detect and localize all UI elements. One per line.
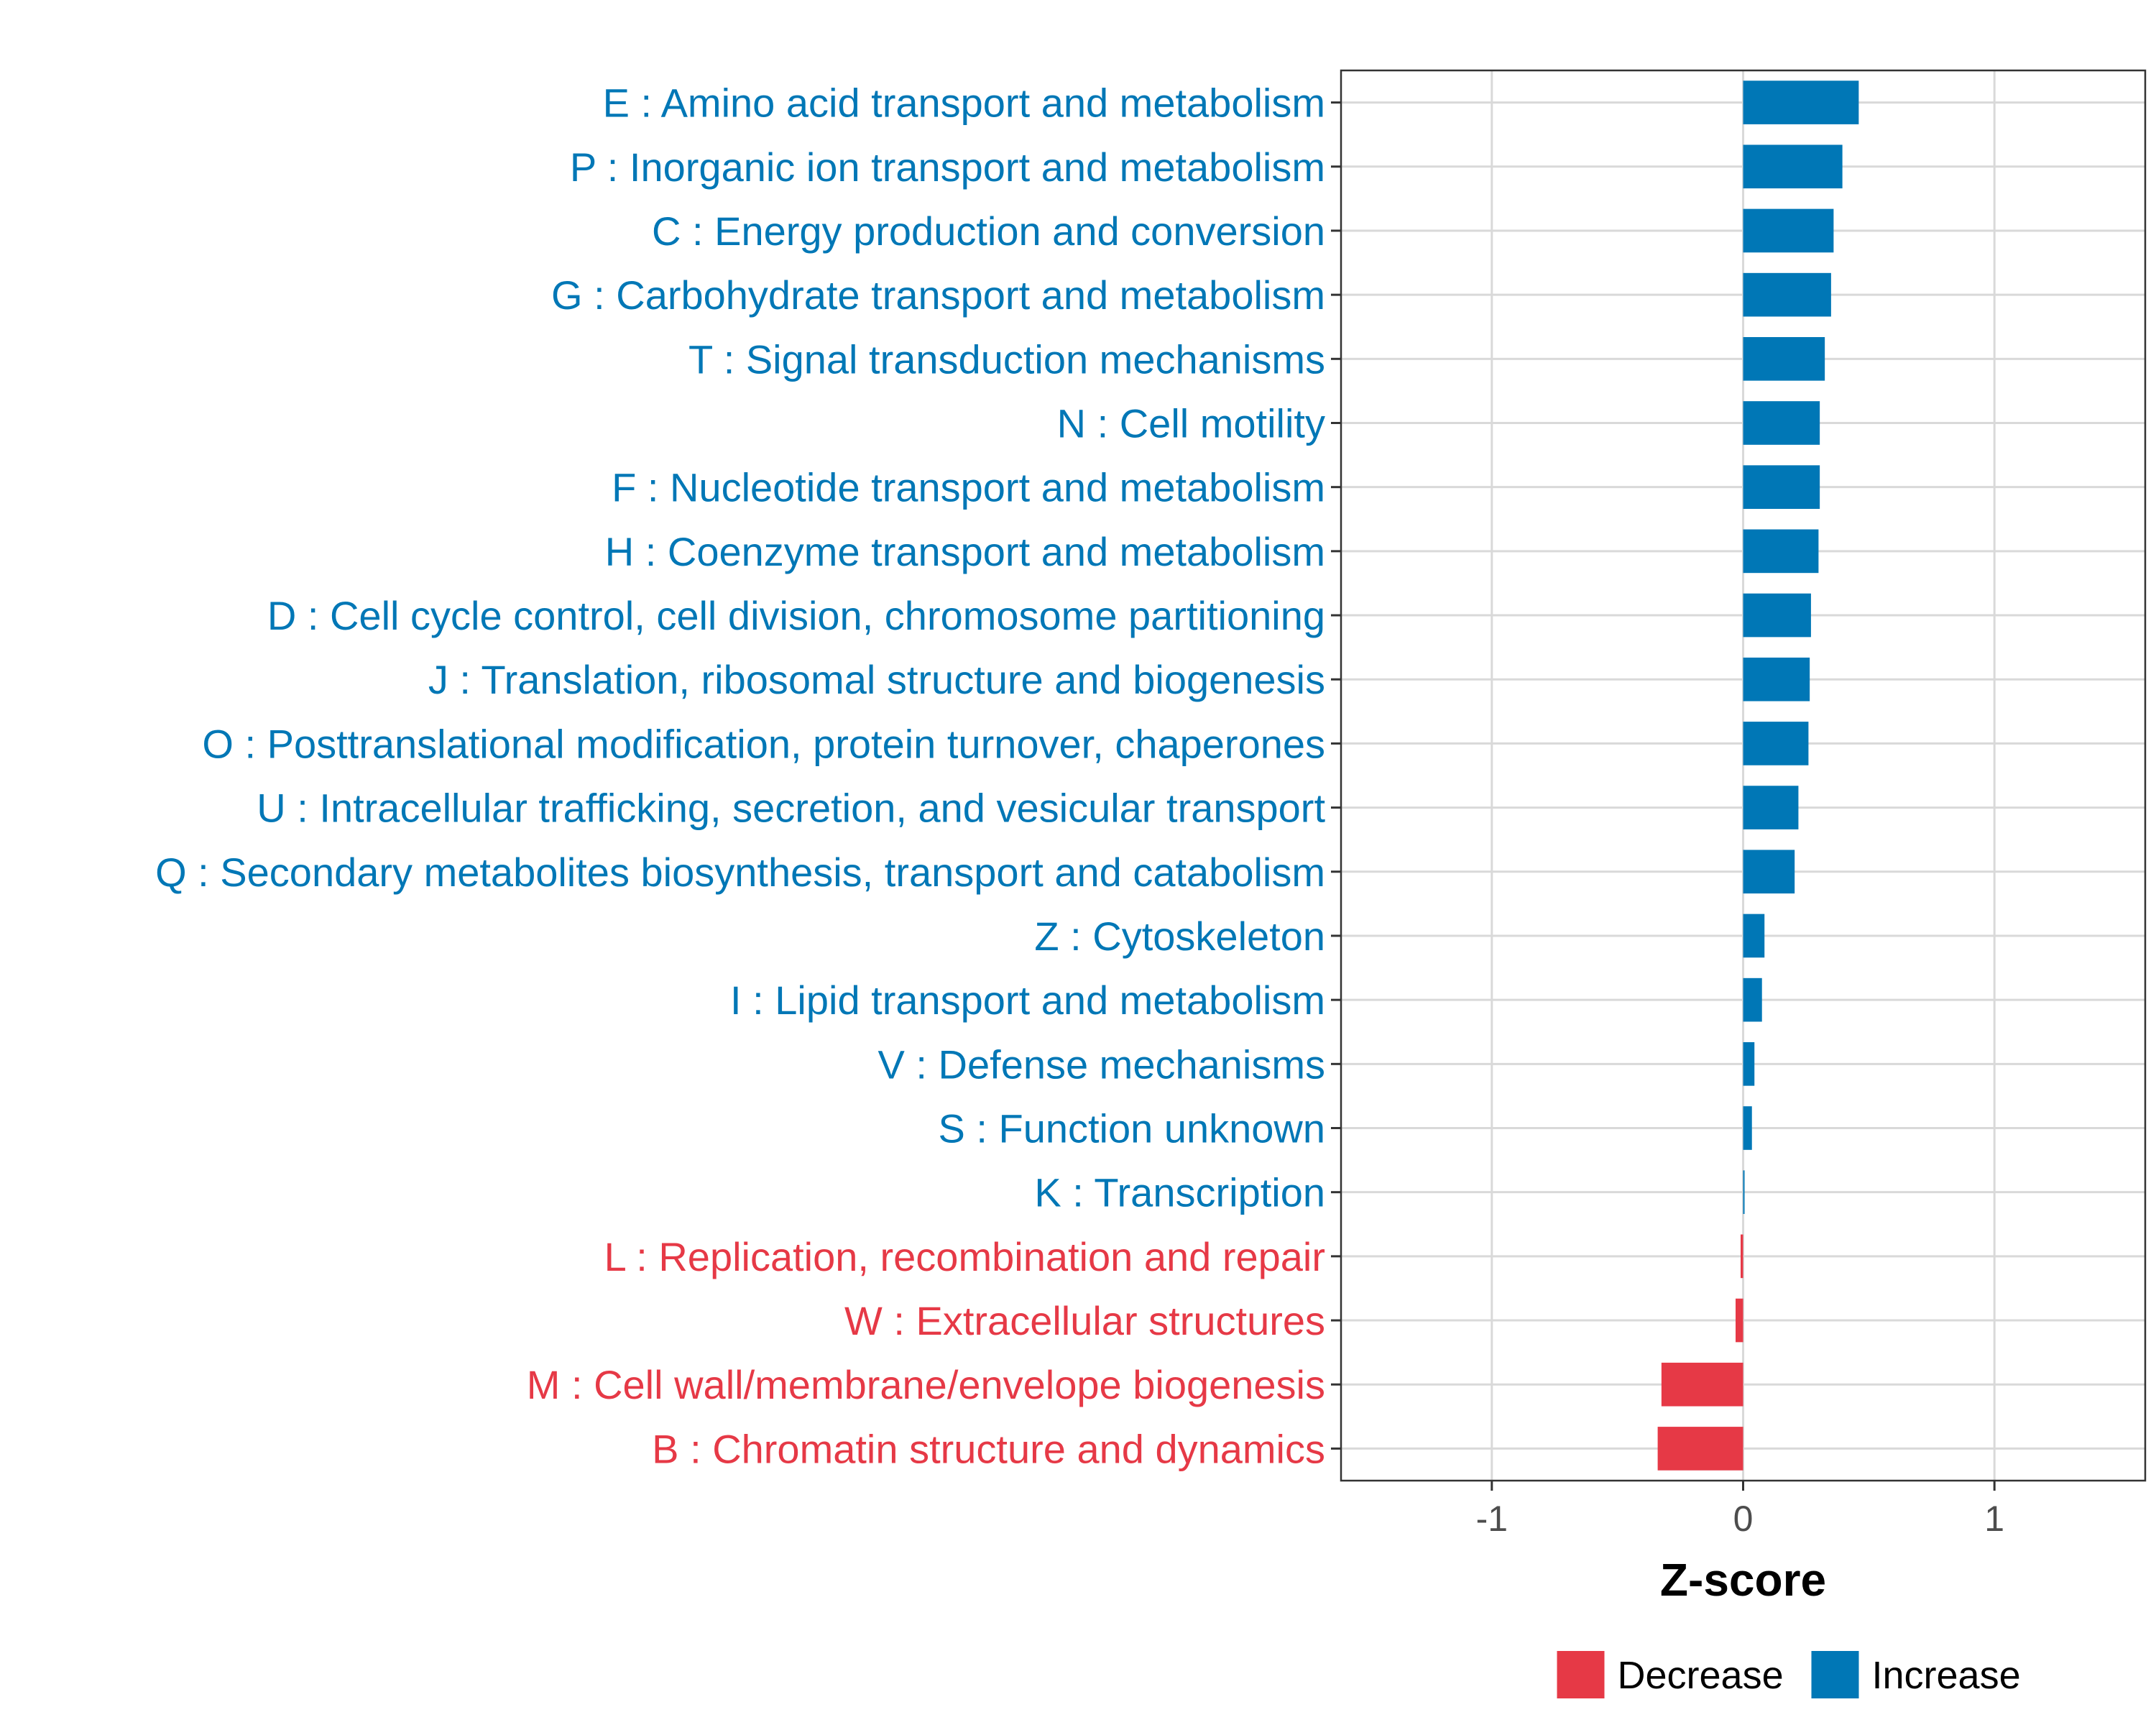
category-label: W : Extracellular structures <box>844 1298 1325 1343</box>
category-label: Q : Secondary metabolites biosynthesis, … <box>155 850 1325 895</box>
category-label: H : Coenzyme transport and metabolism <box>605 529 1325 574</box>
bar <box>1657 1427 1743 1471</box>
bar <box>1743 593 1811 638</box>
legend-label-increase: Increase <box>1872 1654 2021 1697</box>
category-label: K : Transcription <box>1034 1170 1325 1215</box>
bar <box>1661 1362 1743 1407</box>
bar <box>1743 914 1765 958</box>
bar <box>1743 1041 1755 1086</box>
category-label: P : Inorganic ion transport and metaboli… <box>570 144 1325 190</box>
category-label: L : Replication, recombination and repai… <box>604 1234 1325 1279</box>
category-label: T : Signal transduction mechanisms <box>688 336 1325 382</box>
category-label: E : Amino acid transport and metabolism <box>603 80 1325 126</box>
bar <box>1743 80 1859 124</box>
category-label: M : Cell wall/membrane/envelope biogenes… <box>527 1362 1325 1407</box>
bar <box>1743 978 1762 1022</box>
legend-label-decrease: Decrease <box>1618 1654 1784 1697</box>
category-label: G : Carbohydrate transport and metabolis… <box>551 272 1325 318</box>
bar <box>1743 657 1810 702</box>
bar <box>1743 208 1834 253</box>
x-tick-label: 1 <box>1984 1499 2004 1539</box>
bar <box>1741 1234 1743 1279</box>
legend-swatch-decrease <box>1557 1651 1605 1698</box>
x-tick-label: -1 <box>1476 1499 1508 1539</box>
bar <box>1743 144 1843 189</box>
category-label: N : Cell motility <box>1057 401 1325 446</box>
x-axis-title: Z-score <box>1660 1554 1826 1606</box>
category-label: F : Nucleotide transport and metabolism <box>612 465 1325 510</box>
bar-layer <box>1657 80 1859 1471</box>
category-label: C : Energy production and conversion <box>652 208 1325 254</box>
y-axis-ticks <box>1331 101 1341 1450</box>
legend: Decrease Increase <box>1557 1651 2021 1698</box>
category-label: D : Cell cycle control, cell division, c… <box>267 593 1325 638</box>
category-label: U : Intracellular trafficking, secretion… <box>257 786 1325 831</box>
bar <box>1743 401 1820 445</box>
bar <box>1743 272 1831 317</box>
category-label: B : Chromatin structure and dynamics <box>652 1426 1325 1471</box>
bar <box>1743 465 1820 510</box>
category-labels: E : Amino acid transport and metabolism P… <box>155 80 1325 1472</box>
category-label: O : Posttranslational modification, prot… <box>202 721 1325 766</box>
category-label: S : Function unknown <box>938 1106 1325 1151</box>
category-label: V : Defense mechanisms <box>878 1041 1325 1087</box>
category-label: Z : Cytoskeleton <box>1034 914 1325 959</box>
bar <box>1743 529 1819 574</box>
bar <box>1743 1170 1745 1215</box>
bar <box>1736 1298 1743 1343</box>
legend-swatch-increase <box>1811 1651 1859 1698</box>
bar <box>1743 1106 1752 1150</box>
category-label: I : Lipid transport and metabolism <box>730 978 1325 1023</box>
bar <box>1743 336 1825 381</box>
bar <box>1743 850 1795 894</box>
category-label: J : Translation, ribosomal structure and… <box>428 657 1325 702</box>
bar <box>1743 786 1799 829</box>
x-tick-label: 0 <box>1733 1499 1754 1539</box>
x-axis-ticks: -1 0 1 <box>1476 1481 2004 1539</box>
bar <box>1743 722 1809 765</box>
